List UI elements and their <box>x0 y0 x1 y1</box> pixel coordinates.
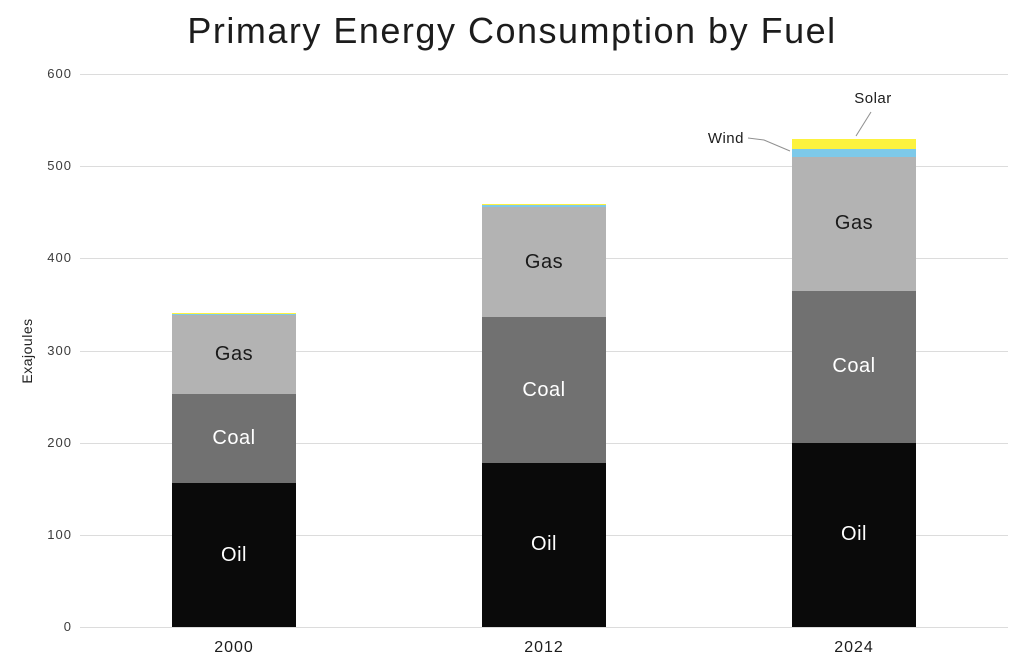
chart-title: Primary Energy Consumption by Fuel <box>187 10 837 51</box>
bar-segment-oil-2024: Oil <box>792 442 916 627</box>
y-tick-label-500: 500 <box>47 158 72 174</box>
bar-2000: Oil Coal Gas <box>172 312 296 627</box>
bar-segment-oil-2012: Oil <box>482 462 606 627</box>
bar-segment-solar-2000 <box>172 312 296 314</box>
segment-label-coal-2012: Coal <box>522 378 566 401</box>
bar-segment-gas-2024: Gas <box>792 156 916 291</box>
segment-label-gas-2000: Gas <box>214 342 254 365</box>
segment-label-oil-2012: Oil <box>531 533 557 556</box>
bar-segment-oil-2000: Oil <box>172 483 296 627</box>
solar-annotation-label: Solar <box>854 90 892 107</box>
y-tick-label-600: 600 <box>47 66 72 81</box>
gridline-500 <box>80 166 1008 168</box>
segment-label-coal-2000: Coal <box>212 427 256 450</box>
solar-leader-line <box>855 111 872 137</box>
y-tick-label-300: 300 <box>47 342 72 358</box>
bar-segment-gas-2012: Gas <box>482 206 606 318</box>
wind-leader-line <box>747 137 791 152</box>
segment-label-gas-2024: Gas <box>834 212 874 235</box>
bar-2012: Oil Coal Gas <box>482 204 606 627</box>
bar-segment-coal-2012: Coal <box>482 317 606 463</box>
bar-segment-coal-2000: Coal <box>172 393 296 484</box>
y-tick-label-0: 0 <box>63 619 72 634</box>
bar-segment-wind-2000 <box>172 313 296 315</box>
segment-label-oil-2000: Oil <box>221 543 247 566</box>
wind-annotation-label: Wind <box>707 130 744 147</box>
gridline-600 <box>80 74 1008 75</box>
bar-segment-gas-2000: Gas <box>172 314 296 394</box>
bar-segment-solar-2012 <box>482 204 606 205</box>
bar-segment-wind-2012 <box>482 204 606 207</box>
y-tick-label-400: 400 <box>47 250 72 266</box>
bar-2024: Oil Coal Gas <box>792 138 916 627</box>
gridline-0 <box>80 627 1008 628</box>
segment-label-oil-2024: Oil <box>841 523 867 546</box>
bar-segment-solar-2024 <box>792 138 916 149</box>
bar-segment-coal-2024: Coal <box>792 290 916 443</box>
x-tick-label-2012: 2012 <box>524 639 564 656</box>
x-tick-label-2000: 2000 <box>214 639 254 656</box>
segment-label-gas-2012: Gas <box>524 250 564 273</box>
x-tick-label-2024: 2024 <box>834 639 874 656</box>
y-tick-label-100: 100 <box>47 526 72 542</box>
bar-segment-wind-2024 <box>792 148 916 157</box>
y-tick-label-200: 200 <box>47 434 72 450</box>
segment-label-coal-2024: Coal <box>832 355 876 378</box>
